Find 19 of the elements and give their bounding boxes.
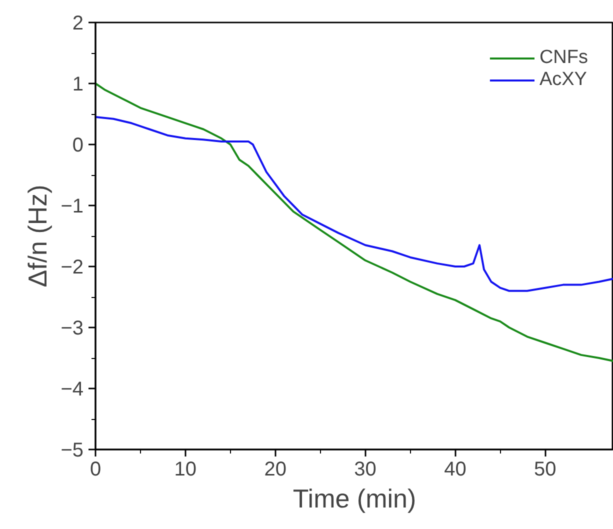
y-tick-label: 1	[72, 74, 84, 96]
x-tick-label: 50	[534, 458, 556, 480]
legend-label: CNFs	[539, 47, 588, 69]
x-tick-label: 10	[174, 458, 197, 480]
x-tick-label: 40	[444, 458, 466, 480]
x-axis-title: Time (min)	[292, 484, 416, 514]
y-axis-title: Δf/n (Hz)	[22, 184, 53, 288]
y-tick-label: −5	[60, 440, 84, 462]
x-tick-label: 30	[354, 458, 376, 480]
legend-label: AcXY	[539, 69, 587, 91]
y-tick-label: 2	[72, 12, 84, 34]
x-tick-label: 0	[90, 458, 102, 480]
y-tick-label: −3	[60, 318, 84, 340]
y-tick-label: 0	[72, 134, 84, 156]
line-series	[96, 116, 613, 292]
y-tick-label: −1	[60, 196, 84, 218]
y-tick-label: −4	[60, 378, 84, 400]
y-tick-label: −2	[60, 256, 84, 278]
x-tick-label: 20	[264, 458, 286, 480]
